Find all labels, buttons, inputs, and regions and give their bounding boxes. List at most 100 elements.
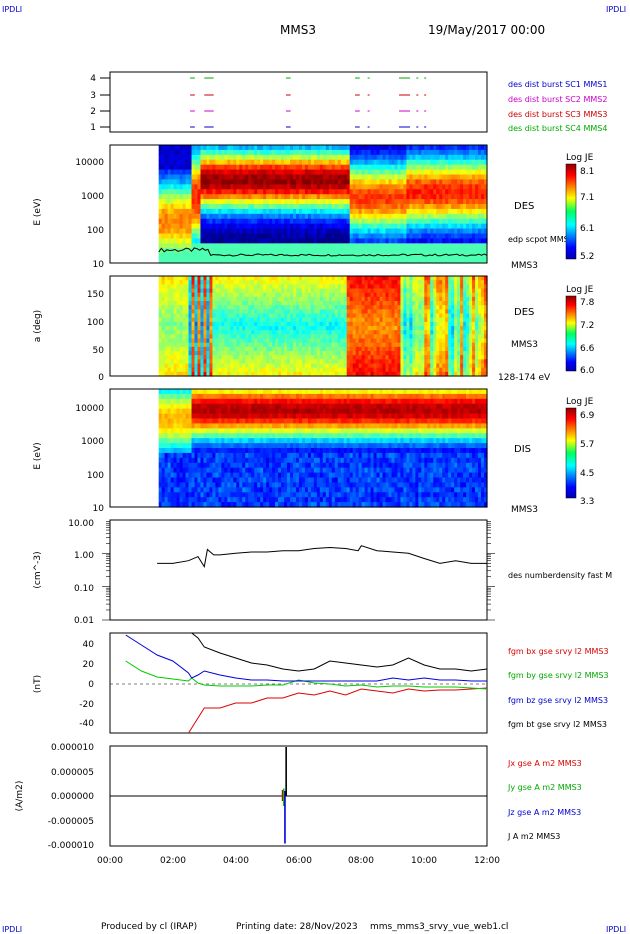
des-pitch-cell-82-1 — [403, 280, 408, 285]
des-pitch-cell-54-20 — [319, 359, 324, 365]
des-energy-cell-108-13 — [481, 208, 485, 215]
des-energy-cell-45-19 — [293, 238, 297, 244]
des-energy-cell-21-9 — [221, 189, 225, 195]
des-energy-cell-104-22 — [469, 253, 473, 259]
des-energy-cell-79-6 — [394, 174, 399, 181]
des-pitch-cell-29-4 — [245, 292, 249, 298]
des-pitch-cell-35-23 — [263, 371, 267, 377]
des-energy-cell-88-2 — [421, 154, 425, 161]
des-pitch-cell-76-7 — [385, 305, 390, 310]
des-energy-cell-73-3 — [376, 159, 381, 166]
des-energy-cell-48-13 — [301, 208, 306, 215]
des-pitch-cell-88-8 — [421, 309, 425, 315]
des-pitch-cell-14-20 — [200, 359, 205, 365]
des-energy-cell-24-5 — [230, 169, 234, 176]
des-pitch-cell-33-15 — [257, 338, 261, 344]
des-energy-cell-93-15 — [436, 218, 440, 225]
des-energy-cell-106-3 — [475, 159, 479, 166]
des-pitch-cell-60-7 — [337, 305, 342, 310]
des-pitch-cell-87-13 — [418, 330, 422, 335]
des-pitch-cell-54-19 — [319, 355, 324, 360]
des-pitch-cell-40-9 — [278, 313, 282, 319]
des-energy-cell-56-1 — [325, 149, 330, 156]
des-energy-cell-61-21 — [340, 248, 345, 254]
des-energy-cell-23-10 — [227, 194, 231, 200]
des-pitch-cell-3-17 — [167, 346, 172, 352]
des-pitch-cell-40-10 — [278, 317, 282, 323]
des-energy-cb-tick-1: 8.1 — [580, 167, 594, 177]
des-pitch-cell-22-17 — [224, 346, 228, 352]
des-energy-cell-33-11 — [257, 199, 261, 205]
des-energy-cell-76-23 — [385, 258, 390, 264]
des-pitch-cell-62-17 — [343, 346, 348, 352]
des-energy-cell-109-0 — [484, 145, 488, 151]
des-pitch-cell-23-2 — [227, 284, 231, 290]
des-pitch-cell-61-18 — [340, 351, 345, 356]
des-energy-cell-29-22 — [245, 253, 249, 259]
des-energy-cell-9-20 — [185, 243, 190, 249]
des-energy-cell-52-23 — [313, 258, 318, 264]
des-pitch-cell-27-7 — [239, 305, 243, 310]
des-energy-cell-31-3 — [251, 159, 255, 166]
des-energy-cell-39-9 — [275, 189, 279, 195]
des-pitch-cell-39-6 — [275, 301, 279, 306]
des-energy-cell-0-1 — [158, 149, 163, 156]
des-energy-cell-104-5 — [469, 169, 473, 176]
des-pitch-cell-24-8 — [230, 309, 234, 315]
des-energy-cell-42-21 — [284, 248, 288, 254]
des-energy-cell-36-19 — [266, 238, 270, 244]
des-energy-cell-88-14 — [421, 213, 425, 220]
des-pitch-cell-45-21 — [293, 363, 297, 369]
des-energy-cell-108-12 — [481, 204, 485, 210]
des-energy-cell-102-16 — [463, 223, 467, 230]
des-pitch-cell-4-6 — [170, 301, 175, 306]
des-pitch-cell-1-1 — [161, 280, 166, 285]
des-energy-cell-84-11 — [409, 199, 413, 205]
des-energy-cell-6-11 — [176, 199, 181, 205]
des-energy-cell-84-3 — [409, 159, 413, 166]
des-pitch-cell-9-16 — [185, 342, 190, 348]
burst-ytick-3: 3 — [90, 91, 96, 101]
burst-legend-2: des dist burst SC2 MMS2 — [508, 95, 607, 104]
des-energy-cell-61-14 — [340, 213, 345, 220]
des-energy-cell-72-6 — [373, 174, 378, 181]
des-pitch-cell-64-3 — [349, 288, 354, 294]
des-pitch-cell-74-1 — [379, 280, 384, 285]
des-pitch-cell-0-7 — [158, 305, 163, 310]
des-energy-cell-36-17 — [266, 228, 270, 235]
des-energy-cell-102-6 — [463, 174, 467, 181]
des-pitch-cell-68-10 — [361, 317, 366, 323]
des-energy-cell-49-19 — [304, 238, 309, 244]
des-energy-cell-87-8 — [418, 184, 422, 190]
des-pitch-cell-6-14 — [176, 334, 181, 340]
des-energy-cell-109-14 — [484, 213, 488, 220]
des-energy-cell-72-19 — [373, 238, 378, 244]
des-energy-cell-7-9 — [179, 189, 184, 195]
des-pitch-cell-90-23 — [427, 371, 431, 377]
des-pitch-cell-87-21 — [418, 363, 422, 369]
des-energy-cell-26-10 — [236, 194, 240, 200]
des-energy-cell-65-0 — [352, 145, 357, 151]
des-energy-cell-86-3 — [415, 159, 419, 166]
des-pitch-cell-0-13 — [158, 330, 163, 335]
des-energy-cell-22-21 — [224, 248, 228, 254]
des-energy-cell-92-2 — [433, 154, 437, 161]
des-energy-cell-61-13 — [340, 208, 345, 215]
des-pitch-cell-86-12 — [415, 326, 419, 331]
des-energy-ytick-4: 10 — [93, 260, 105, 270]
des-pitch-cell-30-7 — [248, 305, 252, 310]
des-pitch-cell-10-18 — [188, 351, 193, 356]
des-energy-cell-30-23 — [248, 258, 252, 264]
des-pitch-cell-48-17 — [301, 346, 306, 352]
des-pitch-cell-84-12 — [409, 326, 413, 331]
des-energy-cell-3-6 — [167, 174, 172, 181]
des-pitch-cell-3-15 — [167, 338, 172, 344]
des-energy-cell-107-7 — [478, 179, 482, 185]
des-pitch-cell-68-13 — [361, 330, 366, 335]
des-pitch-cell-82-17 — [403, 346, 408, 352]
des-pitch-cell-0-11 — [158, 321, 163, 327]
des-energy-cell-90-9 — [427, 189, 431, 195]
des-energy-cell-108-15 — [481, 218, 485, 225]
des-energy-cell-78-23 — [391, 258, 396, 264]
des-pitch-cell-74-15 — [379, 338, 384, 344]
